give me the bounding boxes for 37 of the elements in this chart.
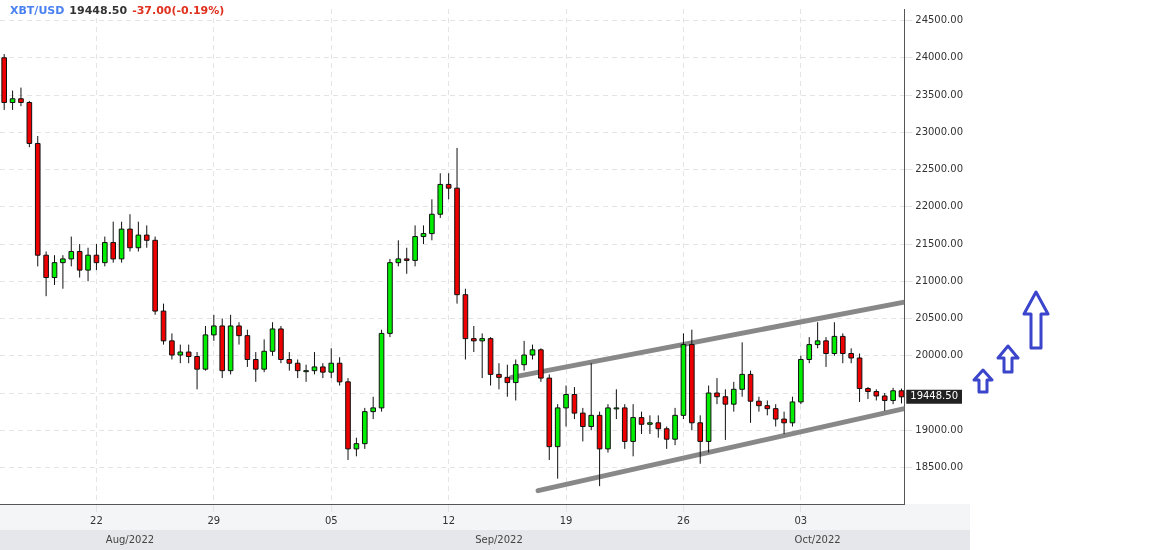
candlestick	[538, 347, 544, 383]
candlestick	[320, 362, 326, 379]
y-tick-label: 20500.00	[915, 312, 963, 324]
candlestick	[865, 386, 871, 400]
text: 19448.50	[910, 390, 958, 402]
y-tick-label: 22000.00	[915, 200, 963, 212]
x-tick-label: 29	[207, 514, 221, 526]
x-tick-label: 22	[90, 514, 103, 526]
x2-tick-label: Oct/2022	[794, 533, 841, 545]
candlestick	[412, 224, 418, 267]
y-tick-label: 21000.00	[915, 274, 963, 286]
x-tick-label: 12	[442, 514, 456, 526]
y-tick-label: 22500.00	[915, 163, 963, 175]
y-tick-label: 24000.00	[915, 51, 963, 63]
x-tick-label: 03	[794, 514, 808, 526]
candlestick	[278, 325, 284, 364]
chart-title: XBT/USD	[10, 3, 65, 17]
y-tick-label: 23500.00	[915, 88, 963, 100]
candlestick	[18, 87, 24, 107]
x-tick-label: 19	[559, 514, 573, 526]
y-tick-label: 21500.00	[915, 237, 963, 249]
annotation: -37.00(-0.19%)	[132, 3, 225, 17]
y-tick-label: 24500.00	[915, 14, 963, 26]
candlestick	[194, 351, 200, 390]
y-tick-label: 23000.00	[915, 125, 963, 137]
candlestick	[647, 414, 653, 435]
x2-tick-label: Aug/2022	[105, 533, 155, 545]
x-tick-label: 26	[677, 514, 690, 526]
candlestick	[387, 258, 393, 338]
candlestick	[630, 403, 636, 457]
chart-subtitle: 19448.50	[69, 3, 128, 17]
candlestick	[1, 53, 7, 111]
y-tick-label: 20000.00	[915, 349, 963, 361]
y-tick-label: 19000.00	[915, 423, 963, 435]
x-tick-label: 05	[324, 514, 338, 526]
x2-tick-label: Sep/2022	[475, 533, 523, 545]
y-tick-label: 18500.00	[915, 461, 963, 473]
